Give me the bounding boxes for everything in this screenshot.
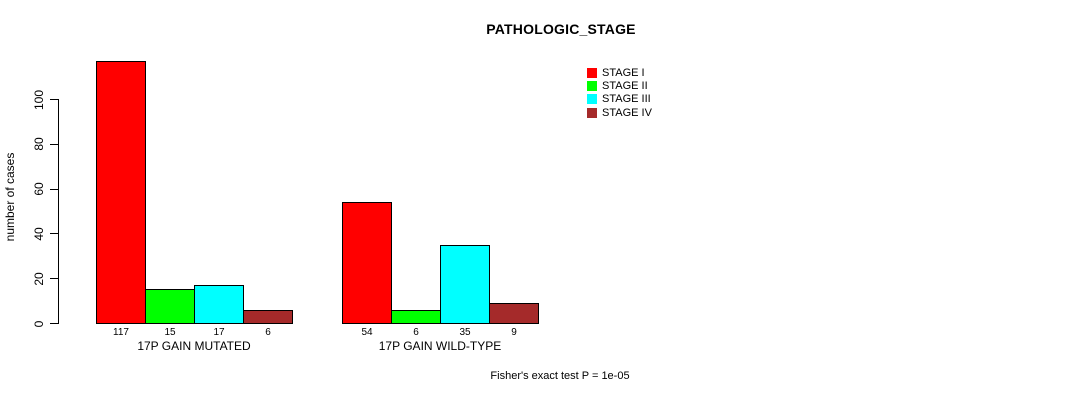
legend-swatch-stage-ii [587,81,597,92]
y-axis-tick [50,233,58,235]
y-axis-tick-label: 20 [32,272,46,286]
legend-item-stage-ii: STAGE II [587,79,652,92]
legend-swatch-stage-iii [587,94,597,105]
x-category-label: 17P GAIN MUTATED [137,339,251,353]
legend: STAGE I STAGE II STAGE III STAGE IV [587,66,652,120]
y-axis-tick [50,188,58,190]
bar-value-label: 6 [413,327,419,338]
y-axis-tick [50,99,58,100]
bar-value-label: 6 [265,327,271,338]
y-axis-title: number of cases [3,152,17,242]
bar-stage-ii-17p-gain-wild-type [391,309,441,324]
x-category-label: 17P GAIN WILD-TYPE [378,339,502,353]
y-axis-tick-label: 40 [32,227,46,241]
bar-value-label: 17 [213,327,225,338]
chart-title: PATHOLOGIC_STAGE [486,21,636,37]
bar-stage-iv-17p-gain-wild-type [489,302,539,324]
bar-stage-i-17p-gain-wild-type [342,202,392,324]
bar-stage-iii-17p-gain-wild-type [440,244,490,324]
y-axis-tick-label: 80 [32,137,46,151]
legend-swatch-stage-iv [587,107,597,118]
bar-value-label: 15 [164,327,176,338]
bar-stage-i-17p-gain-mutated [96,60,146,324]
bar-stage-iii-17p-gain-mutated [194,284,244,324]
y-axis-tick-label: 60 [32,182,46,196]
y-axis-tick [50,143,58,145]
legend-item-stage-iv: STAGE IV [587,106,652,119]
bar-stage-iv-17p-gain-mutated [243,309,293,324]
y-axis-tick [50,323,58,324]
bar-stage-ii-17p-gain-mutated [145,289,195,324]
legend-swatch-stage-i [587,67,597,78]
legend-label: STAGE IV [602,106,652,119]
legend-item-stage-i: STAGE I [587,66,652,79]
bar-value-label: 54 [361,327,373,338]
bar-value-label: 9 [511,327,517,338]
y-axis-tick-label: 0 [32,320,46,327]
y-axis-tick-label: 100 [32,89,46,110]
legend-label: STAGE I [602,66,645,79]
bar-value-label: 117 [113,327,129,338]
legend-label: STAGE III [602,93,651,106]
y-axis-tick [50,278,58,280]
legend-item-stage-iii: STAGE III [587,93,652,106]
bar-value-label: 35 [459,327,471,338]
fisher-test-annotation: Fisher's exact test P = 1e-05 [490,370,630,382]
y-axis-line [58,99,59,324]
legend-label: STAGE II [602,80,648,93]
